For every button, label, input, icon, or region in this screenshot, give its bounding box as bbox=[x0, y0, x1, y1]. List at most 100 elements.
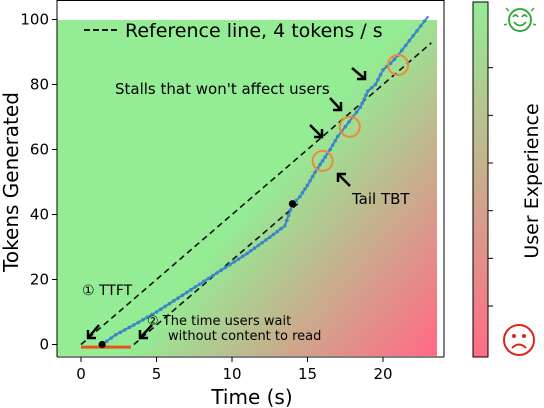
axes-frame bbox=[56, 0, 445, 358]
y-axis-ticks: 0 20 40 60 80 100 bbox=[20, 11, 57, 354]
y-tick-label: 40 bbox=[30, 206, 49, 224]
token-point bbox=[197, 282, 202, 286]
token-point bbox=[223, 265, 228, 270]
token-point bbox=[210, 273, 215, 278]
token-point bbox=[320, 159, 325, 163]
token-point bbox=[381, 68, 385, 72]
x-tick-label: 20 bbox=[373, 365, 392, 383]
token-point bbox=[283, 224, 287, 228]
token-point bbox=[323, 155, 327, 159]
annotation-wait-line1: ② The time users wait bbox=[147, 314, 291, 329]
token-point bbox=[256, 243, 261, 248]
token-point bbox=[236, 257, 241, 261]
stall-highlight-circle bbox=[338, 115, 361, 138]
token-point bbox=[252, 246, 257, 250]
token-point bbox=[150, 312, 154, 317]
token-point bbox=[313, 170, 317, 175]
token-point bbox=[167, 301, 172, 306]
token-point bbox=[360, 101, 365, 105]
token-point bbox=[418, 24, 423, 28]
token-point bbox=[362, 97, 366, 101]
token-point bbox=[171, 299, 176, 303]
token-point bbox=[113, 332, 118, 337]
arrow-wait bbox=[138, 324, 153, 340]
token-point bbox=[122, 328, 127, 332]
token-point bbox=[300, 191, 305, 195]
token-point bbox=[347, 120, 351, 124]
token-point bbox=[364, 93, 368, 97]
token-point bbox=[232, 260, 236, 264]
annotation-tail-tbt: Tail TBT bbox=[351, 190, 410, 208]
token-point bbox=[298, 194, 302, 199]
reference-lines bbox=[80, 42, 432, 346]
token-point bbox=[132, 323, 136, 327]
token-point bbox=[267, 235, 272, 240]
token-point bbox=[403, 43, 408, 48]
token-point bbox=[109, 336, 113, 340]
token-point bbox=[163, 304, 167, 309]
colorbar-ticks bbox=[488, 67, 493, 307]
arrow-stall-1 bbox=[309, 124, 324, 139]
y-axis-label: Tokens Generated bbox=[0, 92, 23, 273]
token-point bbox=[310, 174, 315, 179]
token-point bbox=[184, 290, 189, 295]
token-point bbox=[264, 238, 268, 242]
token-point bbox=[358, 105, 363, 110]
token-point bbox=[400, 48, 404, 53]
annotation-arrows bbox=[86, 67, 367, 340]
x-tick-label: 15 bbox=[298, 365, 317, 383]
y-tick-label: 100 bbox=[20, 11, 49, 29]
annotation-ttft: ① TTFT bbox=[82, 283, 133, 299]
token-point bbox=[127, 325, 132, 330]
token-point bbox=[260, 240, 265, 245]
token-point bbox=[215, 271, 219, 275]
token-point bbox=[141, 318, 145, 322]
token-point bbox=[136, 320, 141, 325]
token-point bbox=[335, 134, 340, 139]
token-point bbox=[189, 287, 193, 292]
token-point bbox=[145, 315, 150, 320]
token-point bbox=[286, 213, 291, 218]
token-point bbox=[288, 208, 293, 212]
legend-entry: Reference line, 4 tokens / s bbox=[125, 20, 383, 42]
highlight-circles bbox=[311, 54, 410, 172]
token-point bbox=[206, 276, 211, 281]
colorbar-label: User Experience bbox=[521, 103, 543, 258]
stall-highlight-circle bbox=[387, 54, 410, 76]
token-point bbox=[373, 82, 378, 87]
token-point bbox=[180, 293, 185, 298]
happy-face-icon bbox=[503, 7, 537, 32]
marker-point bbox=[288, 200, 296, 208]
token-point bbox=[240, 254, 245, 259]
token-point bbox=[275, 229, 280, 234]
legend: Reference line, 4 tokens / s bbox=[84, 20, 383, 42]
token-point bbox=[388, 61, 393, 66]
token-point bbox=[343, 124, 348, 129]
y-tick-label: 0 bbox=[39, 336, 49, 354]
arrow-ttft bbox=[86, 324, 100, 340]
token-point bbox=[176, 296, 180, 300]
arrow-stall-3 bbox=[351, 67, 367, 81]
x-tick-label: 10 bbox=[222, 365, 241, 383]
token-point bbox=[415, 29, 419, 33]
x-tick-label: 5 bbox=[152, 365, 162, 383]
token-point bbox=[202, 279, 206, 284]
offset-reference-line bbox=[133, 202, 299, 346]
x-tick-label: 0 bbox=[76, 365, 86, 383]
token-point bbox=[154, 310, 159, 314]
token-point bbox=[354, 110, 359, 114]
token-point bbox=[328, 147, 332, 152]
reference-line bbox=[80, 42, 432, 346]
x-axis-ticks: 0 5 10 15 20 bbox=[76, 357, 393, 383]
y-tick-label: 80 bbox=[30, 76, 49, 94]
token-point bbox=[271, 232, 276, 237]
token-point bbox=[249, 248, 253, 253]
token-point bbox=[118, 330, 123, 335]
token-point bbox=[422, 19, 427, 23]
token-point bbox=[330, 143, 335, 147]
x-axis-label: Time (s) bbox=[210, 385, 292, 408]
token-point bbox=[333, 139, 337, 143]
marker-points bbox=[98, 200, 296, 349]
token-point bbox=[284, 218, 289, 223]
